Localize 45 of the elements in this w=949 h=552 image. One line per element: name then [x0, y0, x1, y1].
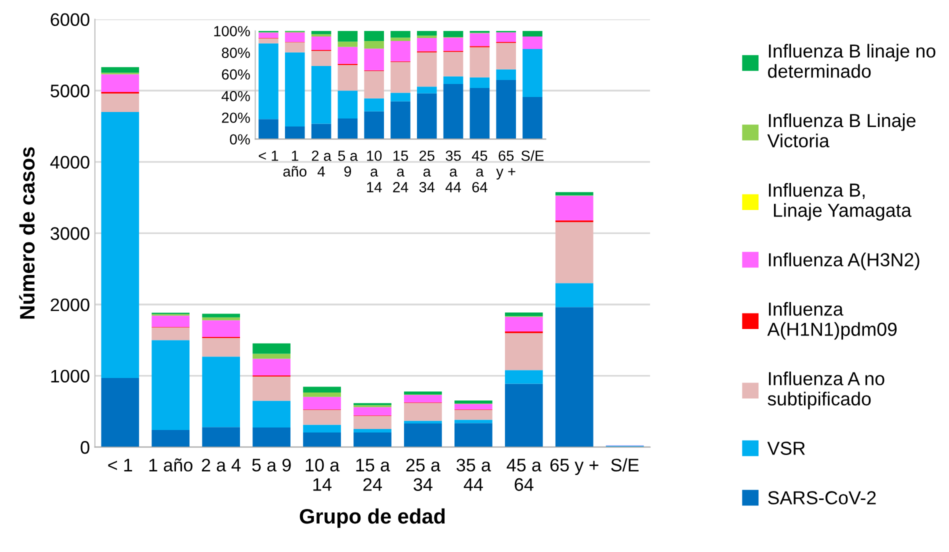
y-tick-label: 80% — [222, 48, 250, 58]
x-tick-label: 25 a 34 — [419, 150, 435, 192]
x-tick-label: S/E — [611, 458, 639, 472]
legend-label: Influenza A no subtipificado — [768, 372, 884, 410]
legend-label: Influenza B, Linaje Yamagata — [768, 182, 912, 221]
y-tick-label: 3000 — [50, 227, 90, 240]
legend-label: Influenza B Linaje Victoria — [767, 113, 916, 148]
x-tick-label: 10 a 14 — [306, 458, 340, 491]
x-tick-label: 65 y + — [550, 458, 598, 476]
x-tick-label: 45 a 64 — [472, 150, 488, 192]
legend-label: VSR — [767, 442, 805, 455]
y-tick-label: 6000 — [50, 13, 90, 26]
y-tick-label: 2000 — [50, 298, 90, 312]
y-tick-label: 1000 — [51, 370, 90, 383]
x-tick-label: 5 a 9 — [252, 458, 291, 472]
legend-label: SARS-CoV-2 — [768, 491, 876, 504]
x-tick-label: 15 a 24 — [393, 150, 408, 192]
y-tick-label: 20% — [222, 112, 250, 123]
y-tick-label: 40% — [222, 90, 250, 102]
x-tick-label: 35 a 44 — [456, 458, 491, 491]
y-tick-label: 0 — [80, 441, 90, 454]
x-tick-label: 35 a 44 — [446, 150, 461, 192]
x-tick-label: 1 año — [283, 150, 306, 177]
x-tick-label: 2 a 4 — [312, 150, 332, 176]
legend-label: Influenza B linaje no determinado — [768, 44, 936, 78]
x-tick-label: 1 año — [149, 458, 192, 472]
x-tick-label: 2 a 4 — [202, 458, 241, 472]
x-tick-label: < 1 — [108, 458, 132, 472]
x-tick-label: 65 y + — [496, 150, 516, 180]
x-tick-label: 25 a 34 — [406, 458, 441, 491]
y-tick-label: 60% — [222, 69, 250, 80]
y-tick-label: 5000 — [50, 84, 90, 98]
y-axis-title: Número de casos — [19, 147, 35, 319]
y-tick-label: 100% — [214, 26, 250, 36]
x-tick-label: 15 a 24 — [356, 458, 390, 491]
y-tick-label: 0% — [230, 134, 250, 145]
y-tick-label: 4000 — [50, 156, 90, 169]
x-tick-label: S/E — [521, 150, 544, 161]
x-tick-label: 45 a 64 — [506, 458, 542, 491]
x-axis-title: Grupo de edad — [300, 508, 445, 528]
x-tick-label: 10 a 14 — [367, 150, 382, 192]
legend-label: Influenza A(H3N2) — [768, 252, 920, 270]
legend-label: Influenza A(H1N1)pdm09 — [767, 302, 897, 340]
x-tick-label: 5 a 9 — [338, 150, 358, 177]
x-tick-label: < 1 — [258, 150, 278, 161]
